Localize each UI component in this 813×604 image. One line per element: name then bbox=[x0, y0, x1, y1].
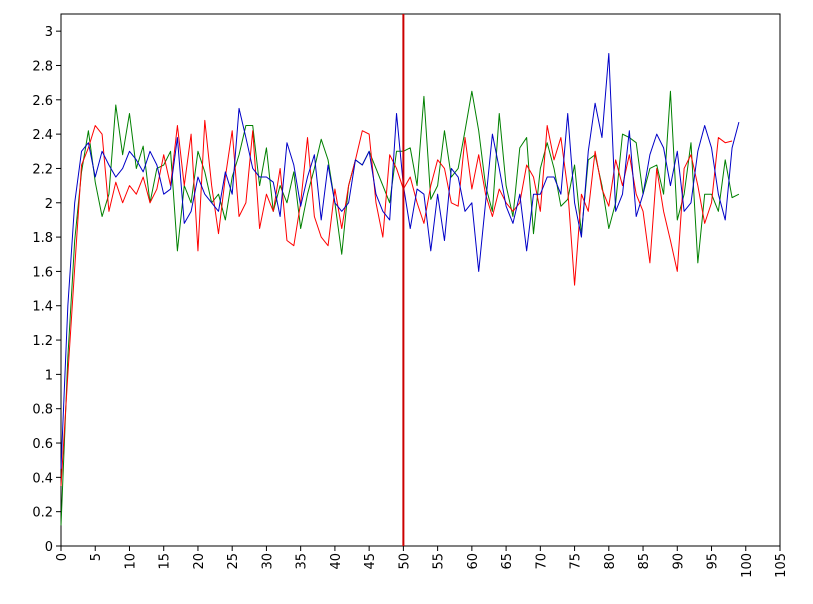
x-tick-label: 65 bbox=[500, 553, 515, 570]
y-tick-label: 2 bbox=[45, 197, 53, 212]
y-tick-label: 2.6 bbox=[32, 94, 53, 109]
x-tick-label: 75 bbox=[569, 553, 584, 570]
x-tick-label: 55 bbox=[432, 553, 447, 570]
series-group bbox=[60, 52, 740, 526]
x-tick-label: 70 bbox=[534, 553, 549, 570]
x-tick-label: 25 bbox=[226, 553, 241, 570]
y-tick-label: 1.4 bbox=[32, 300, 53, 315]
y-tick-label: 1.6 bbox=[32, 265, 53, 280]
y-tick-label: 1.8 bbox=[32, 231, 53, 246]
x-tick-label: 90 bbox=[671, 553, 686, 570]
x-tick-label: 35 bbox=[295, 553, 310, 570]
y-tick-label: 0.2 bbox=[32, 506, 53, 521]
y-tick-label: 0.6 bbox=[32, 437, 53, 452]
y-tick-label: 2.8 bbox=[32, 59, 53, 74]
y-tick-label: 1 bbox=[45, 368, 53, 383]
x-tick-label: 45 bbox=[363, 553, 378, 570]
y-tick-label: 0.4 bbox=[32, 471, 53, 486]
series-line-3 bbox=[60, 52, 740, 469]
x-tick-label: 100 bbox=[740, 553, 755, 578]
y-tick-label: 1.2 bbox=[32, 334, 53, 349]
y-tick-label: 0 bbox=[45, 540, 53, 555]
x-tick-label: 50 bbox=[397, 553, 412, 570]
plot-border bbox=[60, 13, 781, 547]
x-tick-label: 105 bbox=[774, 553, 789, 578]
x-tick-label: 80 bbox=[603, 553, 618, 570]
x-tick-label: 5 bbox=[89, 553, 104, 561]
series-line-2 bbox=[60, 119, 733, 486]
x-tick-label: 20 bbox=[192, 553, 207, 570]
y-tick-label: 2.2 bbox=[32, 162, 53, 177]
x-tick-label: 60 bbox=[466, 553, 481, 570]
x-tick-label: 0 bbox=[55, 553, 70, 561]
x-tick-label: 15 bbox=[158, 553, 173, 570]
y-tick-label: 0.8 bbox=[32, 403, 53, 418]
x-tick-label: 40 bbox=[329, 553, 344, 570]
series-line-1 bbox=[60, 90, 740, 526]
x-tick-label: 30 bbox=[260, 553, 275, 570]
x-axis: 0 5 10 15 20 25 30 35 40 45 50 55 60 65 70 75 80 85 90 95 10… bbox=[55, 546, 789, 578]
y-tick-label: 3 bbox=[45, 25, 53, 40]
y-axis: 0 0.2 0.4 0.6 0.8 1 1.2 1.4 1.6 1.8 2 2.2 2.4 2.6 2.8 3 bbox=[32, 25, 61, 555]
y-tick-label: 2.4 bbox=[32, 128, 53, 143]
x-tick-label: 85 bbox=[637, 553, 652, 570]
x-tick-label: 10 bbox=[123, 553, 138, 570]
plot-frame bbox=[60, 13, 781, 547]
x-tick-label: 95 bbox=[706, 553, 721, 570]
